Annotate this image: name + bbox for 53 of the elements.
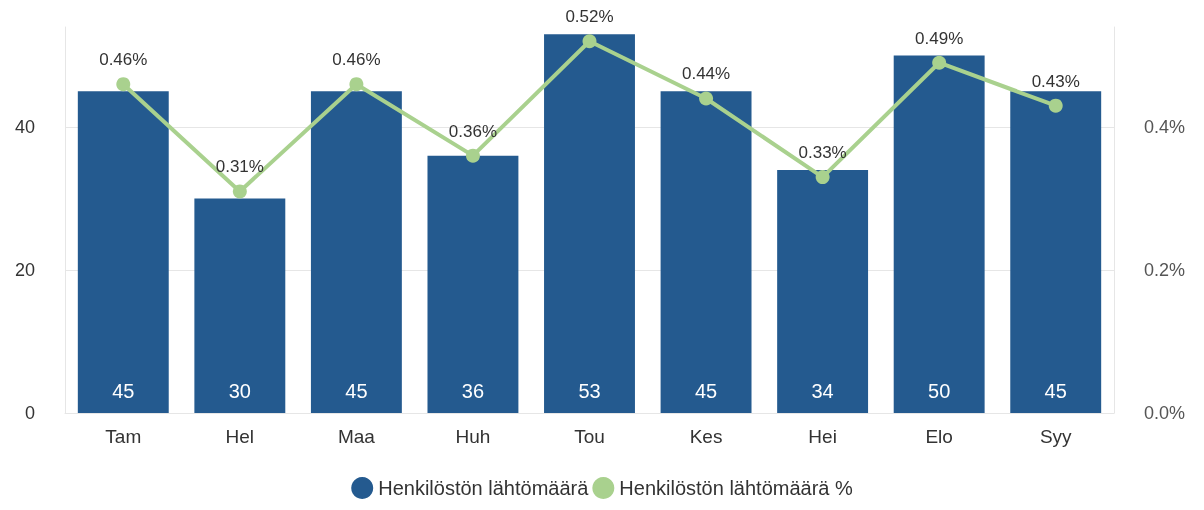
bar	[194, 198, 286, 413]
data-label: 0.31%	[215, 157, 264, 177]
data-label: 0.49%	[915, 28, 964, 48]
point	[465, 148, 480, 163]
y-tick-label: 0	[24, 403, 35, 423]
point	[932, 55, 947, 70]
data-label: 50	[928, 380, 951, 402]
x-tick-label: Hei	[808, 426, 837, 447]
x-tick-label: Tam	[105, 426, 142, 447]
point	[349, 77, 364, 92]
point	[116, 77, 131, 92]
bar	[544, 34, 635, 413]
data-label: 34	[811, 380, 834, 402]
x-tick-label: Tou	[574, 426, 605, 447]
point	[1048, 98, 1063, 113]
bar	[777, 169, 869, 413]
x-tick-label: Hel	[225, 426, 255, 447]
data-label: 0.44%	[681, 64, 731, 84]
data-label: 0.43%	[1031, 71, 1080, 91]
bar	[1010, 91, 1102, 413]
bar	[427, 155, 519, 413]
point	[232, 184, 247, 199]
y2-tick-label: 0.4%	[1144, 117, 1186, 138]
data-label: 45	[1044, 380, 1067, 402]
y-tick-label: 40	[14, 117, 35, 138]
data-label: 36	[461, 380, 485, 402]
x-tick-label: Syy	[1039, 426, 1073, 447]
x-tick-label: Elo	[925, 426, 953, 447]
x-tick-label: Maa	[337, 426, 376, 447]
y2-tick-label: 0.2%	[1144, 260, 1186, 281]
data-label: 0.36%	[448, 121, 498, 141]
bar	[77, 91, 169, 413]
data-label: 0.46%	[332, 50, 381, 70]
bar	[310, 91, 402, 413]
data-label: 45	[345, 380, 368, 402]
data-label: 30	[228, 380, 251, 402]
data-label: 45	[694, 380, 718, 402]
y-tick-label: 20	[14, 260, 35, 281]
data-label: 0.33%	[798, 143, 847, 163]
data-label: 0.52%	[565, 7, 614, 27]
point	[815, 170, 830, 185]
legend-label: Henkilöstön lähtömäärä %	[619, 477, 853, 499]
point	[699, 91, 714, 106]
legend-label: Henkilöstön lähtömäärä	[378, 477, 590, 499]
bar	[660, 91, 752, 413]
x-tick-label: Huh	[455, 426, 491, 447]
point	[582, 34, 597, 49]
data-label: 45	[112, 380, 135, 402]
data-label: 0.46%	[99, 50, 148, 70]
data-label: 53	[578, 380, 601, 402]
y2-tick-label: 0.0%	[1144, 403, 1186, 423]
x-tick-label: Kes	[689, 426, 723, 447]
bar	[893, 55, 985, 413]
